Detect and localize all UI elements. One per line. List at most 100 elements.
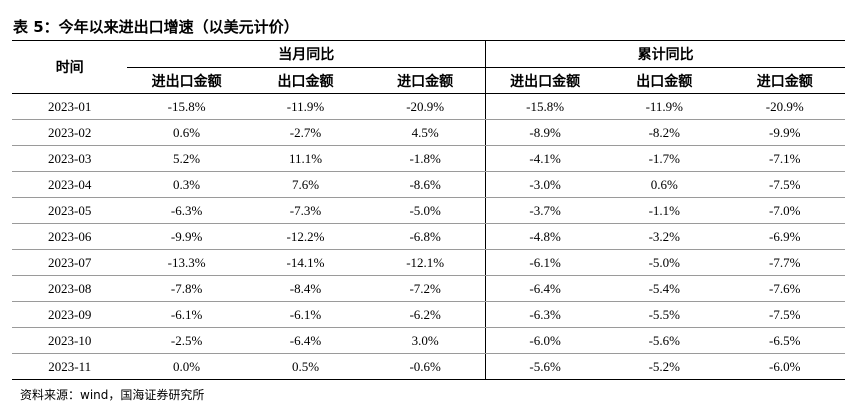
cell-monthly-import: -5.0% (365, 197, 486, 224)
cell-cumulative-export: -1.1% (604, 197, 725, 224)
cell-date: 2023-10 (12, 327, 128, 354)
table-row: 2023-09 -6.1% -6.1% -6.2% -6.3% -5.5% -7.5% (12, 301, 845, 328)
cell-cumulative-import: -7.5% (724, 171, 845, 198)
cell-cumulative-export: 0.6% (604, 171, 725, 198)
cell-monthly-import: -7.2% (365, 275, 486, 302)
cell-monthly-total: 0.0% (127, 353, 246, 380)
cell-monthly-total: -6.3% (127, 197, 246, 224)
cell-cumulative-import: -6.0% (724, 353, 845, 380)
cell-monthly-export: -2.7% (245, 119, 366, 146)
cell-cumulative-import: -7.6% (724, 275, 845, 302)
cell-monthly-total: -7.8% (127, 275, 246, 302)
cell-monthly-import: -6.8% (365, 223, 486, 250)
cell-date: 2023-01 (12, 93, 128, 120)
cell-cumulative-export: -5.4% (604, 275, 725, 302)
cell-cumulative-total: -3.7% (485, 197, 605, 224)
cell-monthly-import: -0.6% (365, 353, 486, 380)
trade-growth-table: 时间 当月同比 累计同比 进出口金额 出口金额 进口金额 进出口金额 出口金额 … (12, 40, 845, 380)
cell-date: 2023-03 (12, 145, 128, 172)
header-monthly-import: 进口金额 (365, 67, 486, 94)
cell-monthly-import: -20.9% (365, 93, 486, 120)
cell-cumulative-total: -4.8% (485, 223, 605, 250)
header-cumulative-import: 进口金额 (724, 67, 845, 94)
cell-monthly-import: -8.6% (365, 171, 486, 198)
cell-monthly-total: -13.3% (127, 249, 246, 276)
cell-date: 2023-08 (12, 275, 128, 302)
cell-cumulative-total: -5.6% (485, 353, 605, 380)
cell-monthly-total: 5.2% (127, 145, 246, 172)
cell-monthly-total: -2.5% (127, 327, 246, 354)
cell-monthly-total: -6.1% (127, 301, 246, 328)
cell-monthly-total: 0.3% (127, 171, 246, 198)
cell-cumulative-total: -6.0% (485, 327, 605, 354)
cell-cumulative-import: -6.5% (724, 327, 845, 354)
cell-cumulative-total: -8.9% (485, 119, 605, 146)
cell-cumulative-total: -6.1% (485, 249, 605, 276)
cell-cumulative-import: -7.5% (724, 301, 845, 328)
table-row: 2023-10 -2.5% -6.4% 3.0% -6.0% -5.6% -6.5% (12, 327, 845, 354)
cell-cumulative-total: -3.0% (485, 171, 605, 198)
cell-monthly-export: 0.5% (245, 353, 366, 380)
cell-monthly-export: 7.6% (245, 171, 366, 198)
cell-monthly-export: -6.1% (245, 301, 366, 328)
table-row: 2023-03 5.2% 11.1% -1.8% -4.1% -1.7% -7.1% (12, 145, 845, 172)
cell-cumulative-export: -5.2% (604, 353, 725, 380)
cell-monthly-total: 0.6% (127, 119, 246, 146)
table-row: 2023-06 -9.9% -12.2% -6.8% -4.8% -3.2% -6.9% (12, 223, 845, 250)
cell-cumulative-total: -4.1% (485, 145, 605, 172)
cell-cumulative-export: -3.2% (604, 223, 725, 250)
cell-monthly-export: -6.4% (245, 327, 366, 354)
cell-monthly-export: -8.4% (245, 275, 366, 302)
header-monthly-export: 出口金额 (245, 67, 366, 94)
cell-date: 2023-05 (12, 197, 128, 224)
table-row: 2023-01 -15.8% -11.9% -20.9% -15.8% -11.9% -20… (12, 93, 845, 120)
header-group-monthly: 当月同比 (127, 40, 486, 68)
header-monthly-total: 进出口金额 (127, 67, 246, 94)
cell-monthly-export: 11.1% (245, 145, 366, 172)
cell-cumulative-export: -5.0% (604, 249, 725, 276)
table-row: 2023-04 0.3% 7.6% -8.6% -3.0% 0.6% -7.5% (12, 171, 845, 198)
cell-monthly-import: -12.1% (365, 249, 486, 276)
header-row-group: 时间 当月同比 累计同比 (12, 40, 845, 94)
cell-monthly-import: -1.8% (365, 145, 486, 172)
cell-cumulative-total: -6.4% (485, 275, 605, 302)
cell-date: 2023-04 (12, 171, 128, 198)
header-cumulative-total: 进出口金额 (485, 67, 605, 94)
source-note: 资料来源：wind，国海证券研究所 (20, 388, 205, 402)
cell-monthly-total: -9.9% (127, 223, 246, 250)
table-body: 2023-01 -15.8% -11.9% -20.9% -15.8% -11.9% -20… (12, 93, 845, 380)
cell-cumulative-export: -5.6% (604, 327, 725, 354)
header-row-columns: 进出口金额 出口金额 进口金额 进出口金额 出口金额 进口金额 (12, 67, 845, 94)
cell-monthly-export: -7.3% (245, 197, 366, 224)
cell-date: 2023-06 (12, 223, 128, 250)
header-group-cumulative: 累计同比 (485, 40, 845, 68)
header-time: 时间 (12, 40, 128, 94)
cell-date: 2023-09 (12, 301, 128, 328)
cell-cumulative-total: -6.3% (485, 301, 605, 328)
table-row: 2023-05 -6.3% -7.3% -5.0% -3.7% -1.1% -7.0% (12, 197, 845, 224)
cell-cumulative-import: -7.7% (724, 249, 845, 276)
table-title: 表 5：今年以来进出口增速（以美元计价） (13, 18, 299, 36)
cell-monthly-export: -11.9% (245, 93, 366, 120)
cell-monthly-export: -12.2% (245, 223, 366, 250)
cell-cumulative-export: -11.9% (604, 93, 725, 120)
cell-date: 2023-02 (12, 119, 128, 146)
cell-cumulative-total: -15.8% (485, 93, 605, 120)
table-row: 2023-02 0.6% -2.7% 4.5% -8.9% -8.2% -9.9% (12, 119, 845, 146)
cell-cumulative-export: -8.2% (604, 119, 725, 146)
cell-cumulative-import: -6.9% (724, 223, 845, 250)
cell-date: 2023-07 (12, 249, 128, 276)
table-row: 2023-07 -13.3% -14.1% -12.1% -6.1% -5.0% -7.7% (12, 249, 845, 276)
cell-cumulative-import: -7.1% (724, 145, 845, 172)
cell-cumulative-import: -20.9% (724, 93, 845, 120)
cell-cumulative-import: -9.9% (724, 119, 845, 146)
table-row: 2023-08 -7.8% -8.4% -7.2% -6.4% -5.4% -7.6% (12, 275, 845, 302)
cell-date: 2023-11 (12, 353, 128, 380)
cell-monthly-import: -6.2% (365, 301, 486, 328)
header-cumulative-export: 出口金额 (604, 67, 725, 94)
table-row: 2023-11 0.0% 0.5% -0.6% -5.6% -5.2% -6.0% (12, 353, 845, 380)
cell-cumulative-export: -5.5% (604, 301, 725, 328)
cell-monthly-import: 3.0% (365, 327, 486, 354)
cell-cumulative-export: -1.7% (604, 145, 725, 172)
cell-monthly-import: 4.5% (365, 119, 486, 146)
